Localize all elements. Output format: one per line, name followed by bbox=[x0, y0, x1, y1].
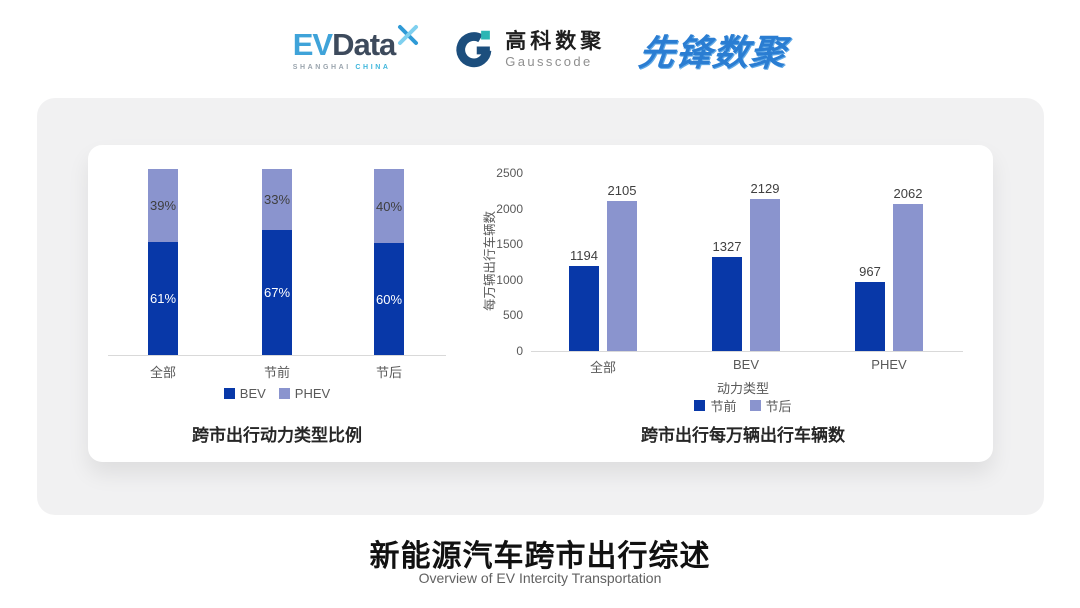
logo-gausscode: 高科数聚 Gausscode bbox=[454, 29, 605, 71]
bar-segment-bev-节后: 60% bbox=[374, 243, 404, 355]
data-label-节前-BEV: 1327 bbox=[712, 239, 742, 254]
evdata-shanghai-text: SHANGHAI bbox=[292, 64, 351, 71]
data-label-节前-PHEV: 967 bbox=[859, 264, 881, 279]
bar-segment-bev-全部: 61% bbox=[148, 242, 178, 355]
y-tick-label-500: 500 bbox=[502, 308, 523, 323]
bar-节前-PHEV bbox=[855, 282, 885, 351]
y-tick-label-2000: 2000 bbox=[496, 201, 523, 216]
legend-swatch bbox=[694, 400, 706, 411]
legend-label: PHEV bbox=[294, 386, 331, 401]
bar-节前-BEV bbox=[712, 257, 742, 351]
evdata-subtext: SHANGHAI CHINA bbox=[293, 64, 421, 71]
logo-evdata: EV Data SHANGHAI CHINA bbox=[292, 25, 421, 71]
legend-left-chart: BEV PHEV bbox=[88, 386, 466, 401]
bar-segment-phev-节后: 40% bbox=[374, 169, 404, 243]
page-title: 新能源汽车跨市出行综述 bbox=[369, 540, 711, 573]
data-label-节后-BEV: 2129 bbox=[750, 181, 780, 196]
legend-item-节后: 节后 bbox=[749, 396, 792, 415]
legend-label: 节前 bbox=[710, 399, 737, 414]
bar-节前-全部 bbox=[569, 266, 599, 351]
bar-segment-bev-节前: 67% bbox=[262, 230, 292, 355]
category-label-全部: 全部 bbox=[149, 365, 176, 380]
chart-title-left: 跨市出行动力类型比例 bbox=[192, 426, 362, 445]
y-tick-label-1500: 1500 bbox=[496, 237, 523, 252]
bar-节后-BEV bbox=[750, 199, 780, 351]
legend-item-PHEV: PHEV bbox=[278, 386, 331, 401]
x-axis-line bbox=[108, 355, 446, 356]
legend-label: BEV bbox=[239, 386, 266, 401]
chart-title-right: 跨市出行每万辆出行车辆数 bbox=[641, 426, 845, 445]
data-label-节前-全部: 1194 bbox=[570, 248, 598, 263]
legend-swatch bbox=[749, 400, 761, 411]
data-label-节后-全部: 2105 bbox=[607, 183, 637, 198]
bar-节后-全部 bbox=[607, 201, 637, 351]
gausscode-en-text: Gausscode bbox=[505, 54, 593, 70]
legend-item-节前: 节前 bbox=[694, 396, 737, 415]
content-card: 39% 61% 全部 33% 67% 节前 40% 60% 节后 BEV PHEV 跨市出行动力类型比… bbox=[37, 98, 1044, 515]
bar-segment-phev-全部: 39% bbox=[148, 169, 178, 242]
y-tick-label-1000: 1000 bbox=[496, 272, 523, 287]
y-axis-title: 每万辆出行车辆数 bbox=[483, 211, 497, 312]
logo-bar: EV Data SHANGHAI CHINA 高科数聚 Gausscode bbox=[0, 18, 1080, 82]
y-tick-label-0: 0 bbox=[516, 344, 523, 358]
x-axis-title: 动力类型 bbox=[716, 381, 769, 396]
legend-swatch bbox=[223, 388, 235, 399]
evdata-china-text: CHINA bbox=[355, 64, 391, 71]
y-tick-label-2500: 2500 bbox=[496, 166, 523, 180]
category-label-全部: 全部 bbox=[589, 360, 616, 375]
legend-item-BEV: BEV bbox=[223, 386, 266, 401]
page-subtitle: Overview of EV Intercity Transportation bbox=[418, 570, 662, 586]
category-label-节后: 节后 bbox=[375, 365, 402, 380]
bar-segment-phev-节前: 33% bbox=[262, 169, 292, 230]
evdata-ev-text: EV bbox=[292, 27, 333, 62]
legend-swatch bbox=[278, 388, 290, 399]
gausscode-wordmark: 高科数聚 Gausscode bbox=[505, 31, 605, 69]
evdata-data-text: Data bbox=[332, 27, 396, 62]
legend-right-chart: 节前 节后 bbox=[523, 396, 963, 415]
logo-xianfeng: 先锋数聚 bbox=[636, 32, 790, 73]
bar-节后-PHEV bbox=[893, 204, 923, 351]
legend-label: 节后 bbox=[765, 399, 792, 414]
charts-panel: 39% 61% 全部 33% 67% 节前 40% 60% 节后 BEV PHEV 跨市出行动力类型比… bbox=[88, 145, 993, 462]
gausscode-g-icon bbox=[456, 30, 492, 68]
gausscode-cn-text: 高科数聚 bbox=[505, 30, 606, 54]
x-axis-line bbox=[531, 351, 963, 352]
evdata-wordmark: EV Data bbox=[292, 25, 421, 62]
category-label-节前: 节前 bbox=[263, 365, 290, 380]
data-label-节后-PHEV: 2062 bbox=[893, 186, 923, 201]
category-label-PHEV: PHEV bbox=[871, 357, 907, 372]
evdata-propeller-icon bbox=[398, 25, 419, 45]
category-label-BEV: BEV bbox=[732, 357, 759, 372]
